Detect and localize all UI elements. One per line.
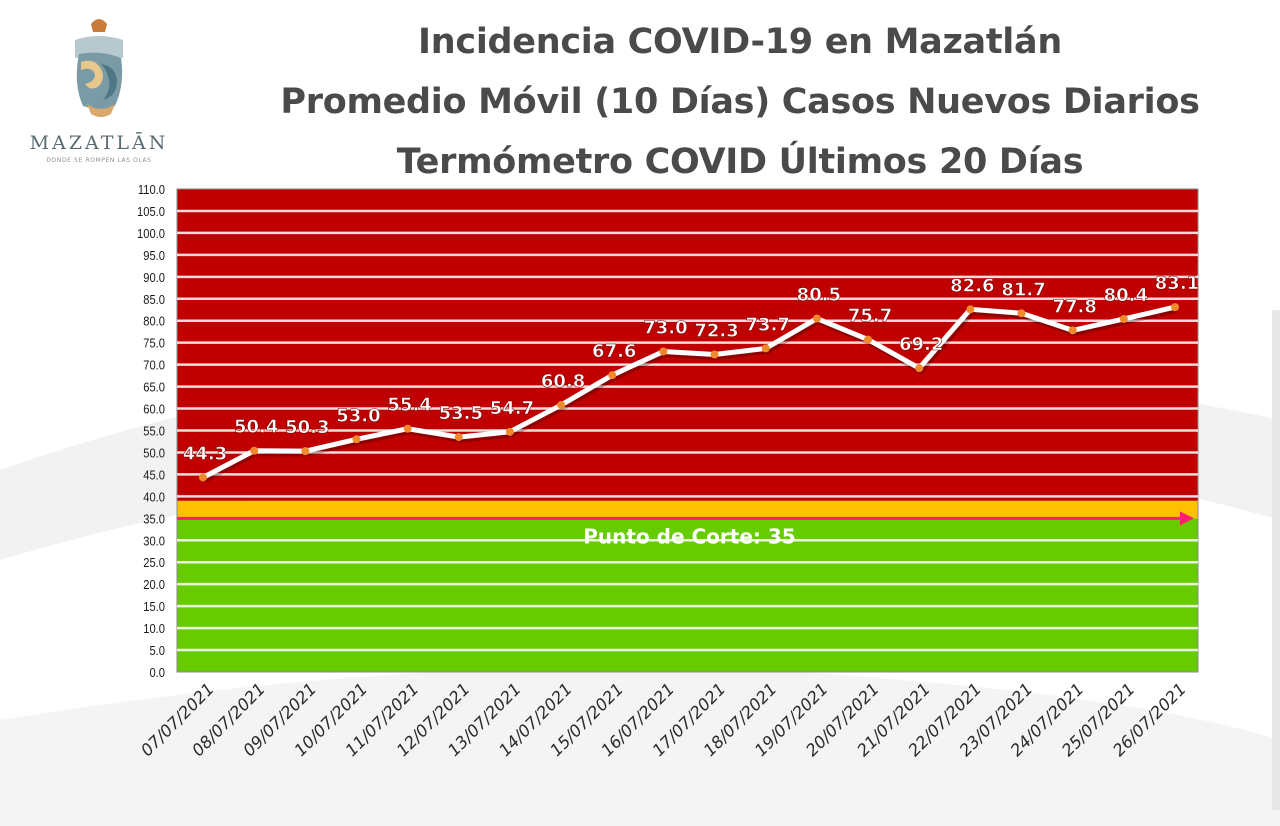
y-tick-label: 45.0 (143, 468, 165, 483)
data-label: 82.6 (950, 275, 994, 296)
data-point (454, 433, 463, 442)
y-tick-label: 15.0 (143, 599, 165, 614)
y-tick-label: 60.0 (143, 402, 165, 417)
data-point (301, 447, 310, 456)
data-point (199, 473, 207, 482)
data-label: 81.7 (1001, 279, 1045, 300)
title-line-1: Incidencia COVID-19 en Mazatlán (418, 22, 1062, 62)
data-label: 54.7 (490, 398, 534, 419)
y-tick-label: 40.0 (143, 490, 165, 505)
data-point (1119, 314, 1128, 323)
y-tick-label: 30.0 (143, 533, 165, 548)
data-label: 69.2 (899, 334, 943, 355)
y-tick-label: 10.0 (143, 621, 165, 636)
chart-titles: Incidencia COVID-19 en Mazatlán Promedio… (200, 12, 1280, 192)
data-label: 53.0 (336, 405, 380, 426)
y-tick-label: 70.0 (143, 358, 165, 373)
y-tick-label: 20.0 (143, 577, 165, 592)
data-point (812, 314, 821, 323)
data-label: 50.4 (234, 417, 278, 438)
y-tick-label: 90.0 (143, 270, 165, 285)
data-label: 73.7 (746, 314, 790, 335)
data-label: 60.8 (541, 371, 585, 392)
data-point (608, 371, 617, 380)
data-point (557, 401, 566, 410)
data-label: 50.3 (285, 417, 329, 438)
logo-tagline: DONDE SE ROMPEN LAS OLAS (46, 157, 152, 164)
y-tick-label: 65.0 (143, 380, 165, 395)
data-label: 72.3 (694, 321, 738, 342)
data-label: 83.1 (1155, 273, 1199, 294)
y-tick-label: 85.0 (143, 292, 165, 307)
data-point (915, 364, 924, 373)
data-point (1171, 303, 1179, 312)
y-tick-label: 5.0 (149, 643, 165, 658)
data-point (505, 427, 514, 436)
data-point (659, 347, 668, 356)
data-point (1068, 326, 1077, 335)
data-point (710, 350, 719, 359)
mazatlan-logo: MAZATLĀN DONDE SE ROMPEN LAS OLAS (14, 14, 184, 174)
data-point (761, 344, 770, 353)
data-label: 80.5 (797, 285, 841, 306)
threshold-label: Punto de Corte: 35 (583, 524, 795, 548)
zone-band-2 (177, 189, 1198, 501)
data-point (403, 424, 412, 433)
data-point (1017, 309, 1026, 318)
data-point (864, 335, 873, 344)
title-line-2: Promedio Móvil (10 Días) Casos Nuevos Di… (280, 82, 1200, 122)
y-tick-label: 35.0 (143, 512, 165, 527)
y-tick-label: 100.0 (137, 226, 165, 241)
data-label: 67.6 (592, 341, 636, 362)
zone-band-0 (177, 518, 1198, 672)
data-label: 53.5 (439, 403, 483, 424)
series-line (200, 304, 1178, 480)
y-tick-label: 110.0 (138, 182, 165, 197)
data-label: 75.7 (848, 306, 892, 327)
data-label: 73.0 (643, 317, 687, 338)
data-label: 55.4 (387, 395, 431, 416)
y-tick-label: 55.0 (143, 424, 165, 439)
data-point (352, 435, 361, 444)
mazatlan-emblem-icon (75, 19, 123, 117)
y-tick-label: 25.0 (143, 555, 165, 570)
data-label: 77.8 (1052, 296, 1096, 317)
data-label: 80.4 (1104, 285, 1148, 306)
y-tick-label: 0.0 (149, 665, 165, 680)
y-tick-label: 105.0 (137, 204, 165, 219)
y-tick-label: 50.0 (143, 446, 165, 461)
data-point (966, 305, 975, 314)
threshold-arrow-icon (1180, 511, 1194, 526)
y-tick-label: 95.0 (143, 248, 165, 263)
zone-band-1 (177, 500, 1198, 519)
data-point (250, 446, 259, 455)
logo-wordmark: MAZATLĀN (29, 132, 169, 154)
data-label: 44.3 (183, 443, 227, 464)
y-tick-label: 80.0 (143, 314, 165, 329)
title-line-3: Termómetro COVID Últimos 20 Días (396, 142, 1084, 182)
y-tick-label: 75.0 (143, 336, 165, 351)
